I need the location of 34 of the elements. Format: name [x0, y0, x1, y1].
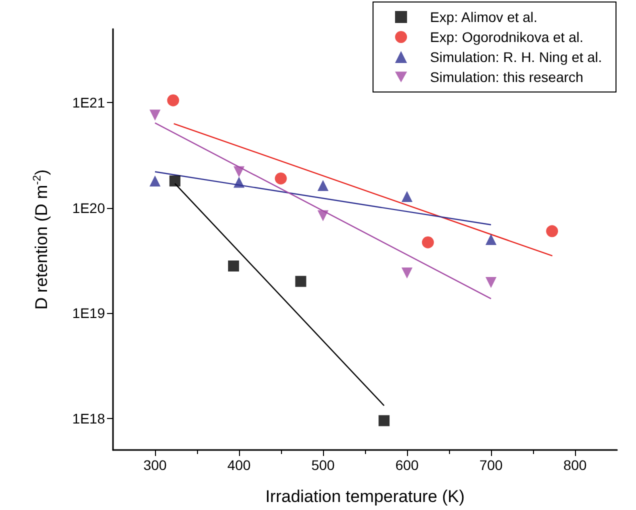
y-tick-label: 1E21	[72, 94, 106, 111]
point	[546, 225, 558, 238]
point	[318, 180, 328, 191]
legend-label: Exp: Alimov et al.	[430, 9, 538, 25]
y-axis-title: D retention (D m-2)	[32, 169, 51, 310]
y-tick-label: 1E18	[72, 410, 106, 426]
x-tick-label: 600	[395, 457, 419, 473]
point	[486, 277, 496, 288]
y-tick-label: 1E19	[72, 305, 106, 322]
x-tick-label: 500	[311, 457, 335, 473]
x-tick-label: 400	[227, 457, 251, 473]
point	[150, 110, 160, 121]
point	[150, 175, 160, 186]
point	[402, 268, 412, 279]
point	[422, 236, 434, 248]
x-tick-label: 800	[563, 457, 587, 473]
point	[402, 191, 412, 202]
point	[295, 276, 306, 287]
legend-label: Simulation: R. H. Ning et al.	[430, 49, 602, 65]
point	[228, 260, 240, 272]
legend-label: Simulation: this research	[430, 69, 584, 85]
y-tick-label: 1E20	[72, 200, 106, 216]
point	[234, 166, 244, 178]
point	[318, 210, 328, 222]
point	[274, 172, 287, 184]
legend-label: Exp: Ogorodnikova et al.	[430, 29, 584, 45]
x-axis-title: Irradiation temperature (K)	[265, 487, 465, 506]
point	[167, 94, 180, 106]
point	[234, 176, 244, 188]
point	[378, 415, 390, 426]
x-tick-label: 700	[479, 457, 503, 473]
point	[169, 175, 180, 186]
point	[486, 234, 496, 245]
x-tick-label: 300	[143, 457, 167, 473]
